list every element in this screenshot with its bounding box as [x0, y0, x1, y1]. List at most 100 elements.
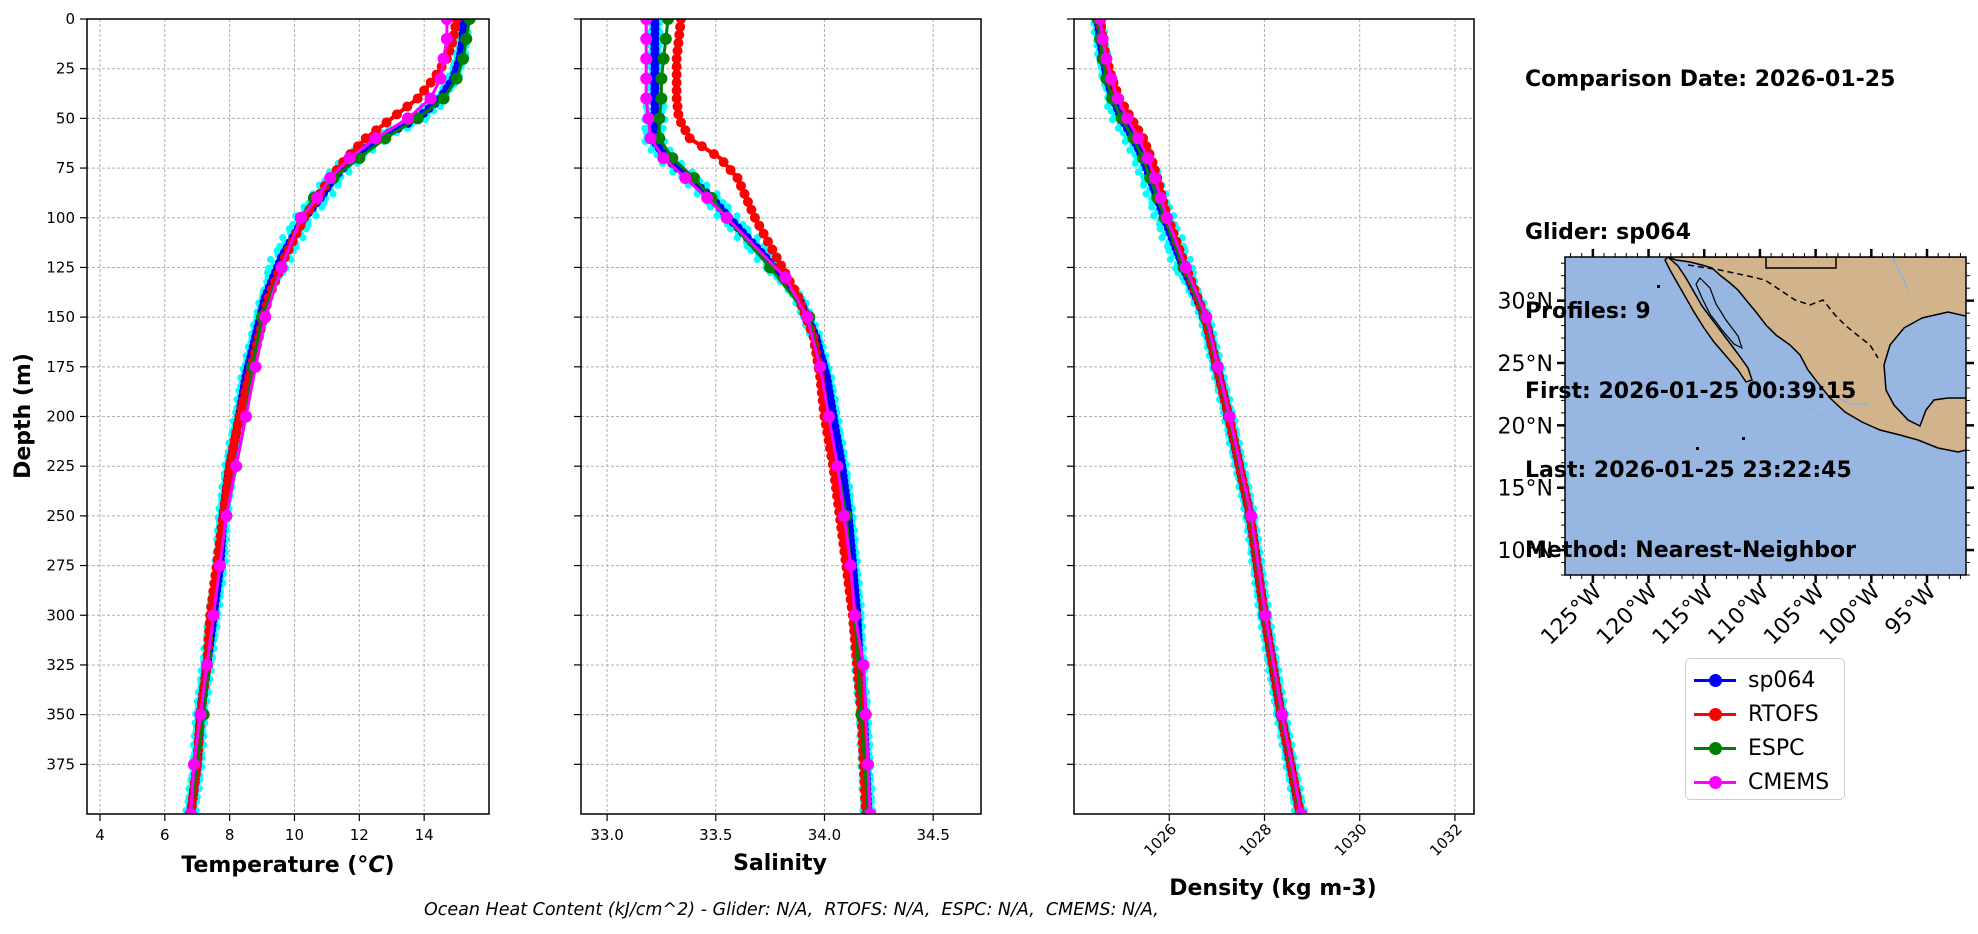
series-point — [661, 19, 674, 25]
series-point — [676, 117, 686, 128]
series-point — [1245, 509, 1258, 522]
series-point — [672, 45, 683, 56]
series-point — [857, 658, 870, 671]
series-point — [231, 427, 242, 438]
series-point — [720, 211, 733, 224]
series-point — [736, 180, 746, 191]
series-point — [232, 419, 243, 430]
map-frame — [1564, 256, 1967, 576]
series-point — [672, 101, 683, 112]
series-point — [838, 509, 851, 522]
series-point — [644, 132, 657, 145]
series-point — [200, 658, 213, 671]
series-point — [184, 808, 197, 814]
series-point — [746, 204, 757, 215]
legend-label: RTOFS — [1748, 701, 1819, 727]
map-island — [1742, 437, 1745, 440]
series-point — [758, 228, 769, 239]
series-point — [762, 236, 773, 247]
glider-profile-point — [1166, 255, 1174, 264]
series-point — [360, 133, 371, 144]
series-point — [229, 435, 240, 446]
map-lat-label: 15°N — [1498, 477, 1553, 502]
glider-profile-point — [647, 146, 655, 154]
legend-line-marker — [1694, 663, 1748, 697]
series-point — [640, 32, 653, 45]
series-point — [411, 112, 424, 125]
x-tick-label: 1028 — [1236, 820, 1276, 860]
series-point — [779, 271, 792, 284]
glider-profile-points — [182, 19, 472, 814]
series-point — [696, 141, 707, 152]
x-tick-label: 33.0 — [590, 826, 623, 844]
ocean-heat-content-footer: Ocean Heat Content (kJ/cm^2) - Glider: N… — [424, 900, 1159, 920]
series-point — [1141, 152, 1154, 165]
series-point — [671, 69, 682, 80]
map-island — [1657, 285, 1660, 288]
series-point — [739, 188, 750, 199]
map-lat-label: 25°N — [1498, 352, 1553, 377]
x-tick-label: 1030 — [1331, 820, 1371, 860]
y-tick-label: 125 — [46, 258, 75, 276]
series-point — [709, 149, 720, 160]
series-point — [275, 261, 288, 274]
series-point — [343, 152, 356, 165]
legend-entry-rtofs: RTOFS — [1686, 697, 1846, 731]
comparison-info: Comparison Date: 2026-01-25 Glider: sp06… — [1525, 14, 1895, 591]
map-island — [1760, 550, 1762, 552]
series-point — [657, 152, 670, 165]
y-tick-label: 25 — [56, 60, 75, 78]
y-axis-label: Depth (m) — [11, 353, 36, 479]
series-point — [207, 609, 220, 622]
y-tick-label: 150 — [46, 308, 75, 326]
map-border-us-mexico — [1687, 264, 1879, 359]
glider-profile-point — [312, 212, 320, 220]
series-point — [814, 360, 827, 373]
series-cmems — [184, 19, 453, 814]
glider-profile-point — [1134, 168, 1143, 176]
y-tick-label: 250 — [46, 507, 75, 525]
first-profile-time: First: 2026-01-25 00:39:15 — [1525, 378, 1857, 404]
series-point — [1100, 52, 1113, 65]
series-point — [688, 172, 701, 184]
series-point — [801, 311, 814, 324]
series-point — [239, 410, 252, 423]
series-point — [463, 19, 476, 25]
series-point — [294, 211, 307, 224]
series-point — [1132, 132, 1145, 145]
series-point — [444, 45, 455, 56]
legend: sp064 RTOFS ESPC CMEMS — [1685, 658, 1845, 800]
series-point — [187, 758, 200, 771]
series-point — [673, 37, 684, 48]
series-point — [259, 311, 272, 324]
series-point — [1160, 211, 1173, 224]
series-point — [1223, 410, 1236, 423]
series-point — [666, 152, 679, 165]
glider-profile-point — [753, 255, 761, 264]
y-tick-label: 200 — [46, 408, 75, 426]
series-cmems — [640, 19, 877, 814]
series-point — [680, 125, 691, 136]
y-tick-label: 350 — [46, 706, 75, 724]
series-point — [381, 117, 392, 128]
series-point — [1259, 609, 1272, 622]
salinity-axis-label: Salinity — [733, 851, 827, 876]
map-state-border — [1765, 257, 1837, 269]
series-point — [1154, 191, 1167, 204]
series-point — [1111, 92, 1124, 105]
series-point — [401, 112, 414, 125]
series-point — [1094, 19, 1107, 25]
series-point — [679, 172, 692, 184]
series-point — [1096, 32, 1109, 45]
series-point — [220, 491, 231, 501]
series-point — [238, 395, 249, 406]
y-tick-label: 75 — [56, 159, 75, 177]
y-tick-label: 225 — [46, 457, 75, 475]
series-point — [640, 52, 653, 65]
x-tick-label: 10 — [285, 826, 304, 844]
series-point — [1295, 808, 1308, 814]
series-point — [230, 460, 243, 473]
series-point — [673, 109, 684, 120]
glider-profile-point — [713, 212, 721, 220]
